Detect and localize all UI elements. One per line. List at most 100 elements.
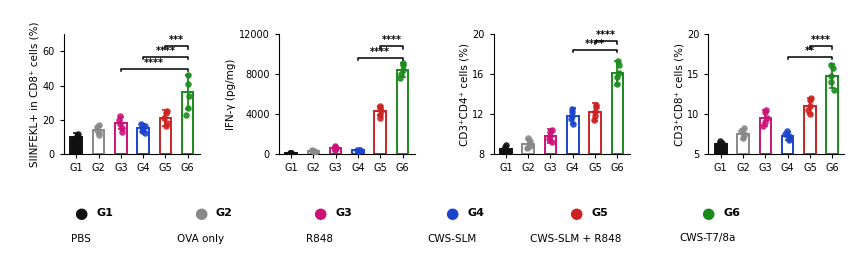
Point [69, 135, 83, 140]
Point [89, 128, 103, 132]
Point [756, 124, 769, 128]
Bar [71, 137, 82, 154]
Text: ●: ● [445, 206, 458, 221]
Point [500, 149, 514, 154]
Point [497, 147, 510, 151]
Point [283, 151, 296, 155]
Point [542, 134, 556, 138]
Text: ****: **** [584, 39, 604, 49]
Point [328, 145, 342, 149]
Point [396, 68, 410, 72]
Point [372, 113, 386, 117]
Point [564, 117, 578, 121]
Bar [374, 111, 386, 154]
Text: G6: G6 [722, 208, 740, 218]
Point [372, 116, 386, 120]
Point [611, 59, 625, 63]
Point [759, 116, 773, 120]
Y-axis label: CD3⁺CD4⁺ cells (%): CD3⁺CD4⁺ cells (%) [459, 43, 469, 145]
Text: ●: ● [568, 206, 582, 221]
Y-axis label: IFN-γ (pg/mg): IFN-γ (pg/mg) [226, 58, 236, 130]
Point [308, 150, 321, 154]
Point [138, 131, 152, 135]
Text: ●: ● [193, 206, 207, 221]
Bar [396, 70, 408, 154]
Point [138, 124, 152, 129]
Bar [544, 136, 556, 154]
Bar [181, 92, 193, 154]
Point [610, 75, 624, 79]
Point [308, 149, 321, 154]
Point [523, 142, 537, 146]
Text: R848: R848 [306, 233, 333, 244]
Point [284, 151, 297, 155]
Text: ●: ● [313, 206, 326, 221]
Point [181, 82, 195, 86]
Point [352, 147, 366, 152]
Point [715, 140, 728, 145]
Text: G4: G4 [467, 208, 484, 218]
Point [564, 107, 578, 111]
Point [826, 88, 840, 92]
Text: CWS-SLM: CWS-SLM [427, 233, 476, 244]
Point [71, 137, 84, 141]
Point [157, 116, 170, 120]
Point [284, 151, 297, 155]
Text: G5: G5 [590, 208, 607, 218]
Point [115, 126, 129, 130]
Text: ****: **** [596, 30, 615, 41]
Text: CWS-SLM + R848: CWS-SLM + R848 [529, 233, 621, 244]
Point [349, 148, 363, 152]
Point [520, 146, 533, 150]
Point [715, 144, 728, 148]
Point [179, 112, 193, 117]
Point [307, 148, 320, 153]
Point [160, 109, 174, 113]
Bar [330, 148, 341, 154]
Text: ****: **** [144, 58, 164, 68]
Point [92, 130, 106, 135]
Bar [758, 118, 770, 154]
Point [328, 144, 342, 149]
Point [92, 133, 106, 137]
Point [136, 126, 150, 130]
Point [395, 63, 409, 67]
Point [92, 123, 106, 127]
Point [353, 148, 366, 152]
Bar [352, 150, 363, 154]
Point [393, 76, 406, 80]
Point [735, 136, 749, 140]
Point [284, 151, 297, 155]
Point [181, 73, 194, 77]
Point [113, 122, 127, 126]
Text: OVA only: OVA only [176, 233, 224, 244]
Bar [803, 106, 815, 154]
Point [825, 66, 838, 70]
Point [758, 108, 772, 112]
Bar [137, 128, 149, 154]
Point [134, 122, 147, 126]
Text: ●: ● [700, 206, 714, 221]
Point [112, 117, 125, 122]
Point [523, 144, 537, 148]
Point [544, 128, 558, 132]
Point [90, 125, 104, 129]
Point [711, 142, 725, 146]
Point [158, 111, 172, 115]
Point [565, 122, 579, 126]
Point [800, 108, 814, 112]
Text: G2: G2 [216, 208, 233, 218]
Point [778, 132, 792, 136]
Point [67, 139, 81, 143]
Text: CWS-T7/8a: CWS-T7/8a [679, 233, 735, 244]
Point [372, 104, 386, 108]
Point [823, 63, 837, 67]
Bar [499, 149, 511, 154]
Point [544, 140, 558, 144]
Text: G3: G3 [335, 208, 352, 218]
Point [135, 129, 148, 133]
Point [736, 132, 750, 136]
Y-axis label: CD3⁺CD8⁺ cells (%): CD3⁺CD8⁺ cells (%) [674, 43, 683, 145]
Point [712, 139, 726, 143]
Point [823, 74, 837, 78]
